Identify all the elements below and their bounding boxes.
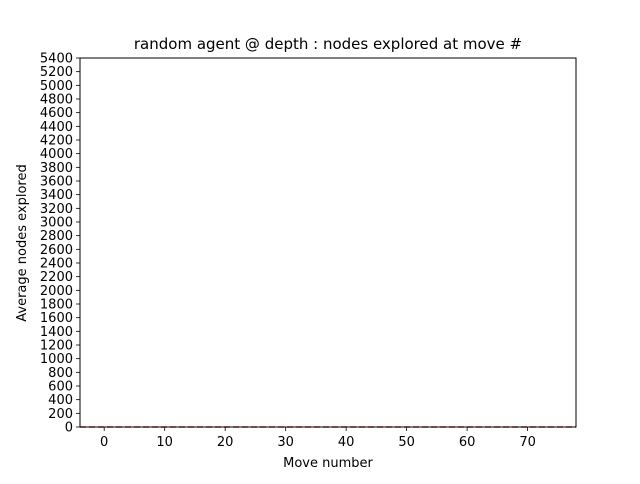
y-tick-label: 2400 [40,257,73,272]
ticks-layer: 0 10 20 30 40 50 60 700200400600800100012001400… [40,52,536,451]
y-tick-label: 600 [48,380,73,395]
y-tick-label: 400 [48,393,73,408]
y-tick-label: 3200 [40,202,73,217]
y-tick-label: 1200 [40,339,73,354]
chart-title: random agent @ depth : nodes explored at… [134,35,522,53]
y-tick-label: 800 [48,366,73,381]
y-tick-label: 2600 [40,243,73,258]
y-tick-label: 1600 [40,311,73,326]
plot-frame [79,57,577,428]
y-tick-label: 1800 [40,298,73,313]
y-tick-label: 2800 [40,229,73,244]
x-tick-label: 60 [459,435,476,450]
y-axis-label: Average nodes explored [15,164,30,321]
y-tick-label: 4400 [40,120,73,135]
y-tick-label: 0 [65,421,73,436]
y-tick-label: 2000 [40,284,73,299]
y-tick-label: 5200 [40,65,73,80]
y-tick-label: 1000 [40,352,73,367]
y-tick-label: 5000 [40,79,73,94]
y-tick-label: 1400 [40,325,73,340]
x-axis-label: Move number [283,456,373,471]
x-tick-label: 70 [519,435,536,450]
y-tick-label: 3800 [40,161,73,176]
y-tick-label: 3600 [40,175,73,190]
x-tick-label: 50 [398,435,415,450]
x-tick-label: 40 [338,435,355,450]
y-tick-label: 3400 [40,188,73,203]
x-tick-label: 20 [217,435,234,450]
y-tick-label: 2200 [40,270,73,285]
y-tick-label: 200 [48,407,73,422]
y-tick-label: 4800 [40,93,73,108]
x-tick-label: 0 [100,435,108,450]
y-tick-label: 4200 [40,134,73,149]
y-tick-label: 4000 [40,147,73,162]
x-tick-label: 30 [277,435,294,450]
y-tick-label: 5400 [40,52,73,67]
x-tick-label: 10 [156,435,173,450]
y-tick-label: 3000 [40,216,73,231]
y-tick-label: 4600 [40,106,73,121]
